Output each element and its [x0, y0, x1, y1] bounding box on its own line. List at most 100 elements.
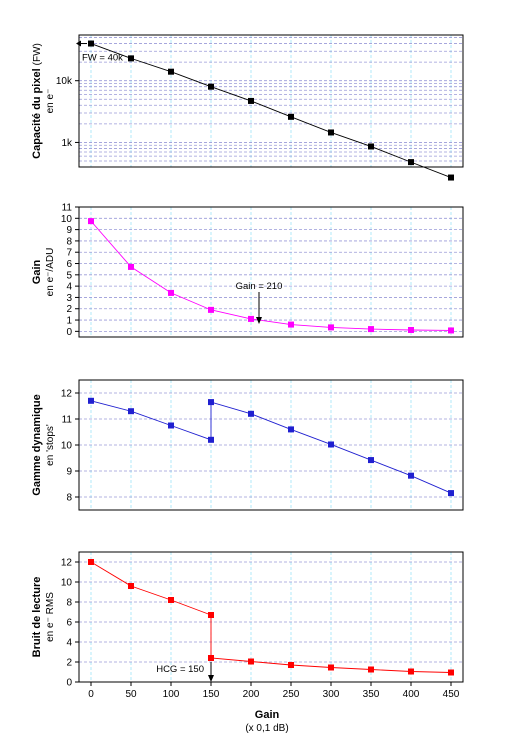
y-tick-label: 10	[61, 214, 73, 225]
y-axis-unit: en e⁻/ADU	[45, 248, 56, 297]
y-tick-label: 3	[66, 293, 72, 304]
x-tick-label: 400	[403, 689, 420, 700]
data-point	[128, 583, 134, 589]
y-tick-label: 9	[66, 225, 72, 236]
series-line	[90, 400, 452, 494]
y-tick-label: 12	[61, 389, 73, 400]
plot-frame	[78, 34, 464, 168]
data-point	[368, 666, 374, 673]
y-tick-label: 6	[66, 259, 72, 270]
data-point	[288, 113, 294, 120]
data-point	[208, 436, 214, 443]
y-tick-label: 4	[66, 282, 72, 293]
y-axis-unit: en 'stops'	[45, 424, 56, 466]
y-tick-label: 8	[66, 493, 72, 504]
series-line	[90, 43, 452, 178]
y-axis-unit: en e⁻ RMS	[45, 592, 56, 642]
y-tick-label: 11	[62, 203, 73, 214]
y-tick-label: 4	[66, 638, 72, 649]
y-tick-label: 11	[62, 415, 73, 426]
data-point	[328, 324, 334, 331]
data-point	[208, 655, 214, 661]
data-point	[88, 559, 94, 565]
y-tick-label: 10	[61, 441, 73, 452]
y-axis-label: Capacité du pixel(FW)	[31, 43, 43, 159]
y-axis-label: Gain	[31, 259, 43, 284]
data-point	[288, 662, 294, 668]
y-axis-unit: en e⁻	[45, 89, 56, 114]
data-point	[208, 83, 214, 90]
arrow-head	[208, 675, 214, 682]
plot-frame	[78, 551, 464, 683]
x-tick-label: 300	[323, 689, 340, 700]
data-point	[248, 658, 254, 665]
panel-3: 8 9 10 11 12 Gamme dynamique en 'stops'	[31, 379, 464, 511]
data-point	[88, 40, 94, 47]
data-point	[448, 327, 454, 334]
series-line	[90, 561, 452, 673]
data-point	[88, 397, 94, 404]
y-tick-label: 9	[66, 467, 72, 478]
data-point	[128, 55, 134, 62]
plot-frame	[78, 206, 464, 338]
x-tick-label: 250	[283, 689, 300, 700]
x-axis-label: Gain	[255, 709, 280, 721]
y-tick-label: 7	[66, 248, 72, 259]
data-point	[408, 326, 414, 333]
x-tick-label: 50	[125, 689, 137, 700]
y-axis-label: Gamme dynamique	[31, 394, 43, 495]
data-point	[408, 159, 414, 166]
data-point	[448, 490, 454, 497]
data-point	[128, 408, 134, 415]
data-point	[248, 315, 254, 322]
y-tick-label: 5	[66, 270, 72, 281]
y-tick-label: 0	[66, 678, 72, 689]
y-tick-label: 0	[66, 327, 72, 338]
annotation-text: FW = 40k	[82, 53, 123, 64]
panels: 1k 10k Capacité du pixel(FW)en e⁻ FW = 40k 0…	[31, 34, 464, 689]
series-line	[90, 220, 452, 331]
y-tick-label: 10k	[56, 76, 73, 87]
annotation-text: Gain = 210	[236, 281, 283, 292]
data-point	[208, 612, 214, 618]
data-point	[368, 457, 374, 464]
y-tick-label: 2	[66, 304, 72, 315]
data-point	[168, 597, 174, 603]
data-point	[408, 472, 414, 479]
x-tick-label: 200	[243, 689, 260, 700]
data-point	[448, 174, 454, 181]
data-point	[368, 143, 374, 150]
x-tick-label: 0	[88, 689, 94, 700]
x-tick-label: 100	[163, 689, 180, 700]
panel-4: 0 2 4 6 8 10 12 Bruit de lecture en e⁻ RMS HCG = …	[31, 551, 464, 689]
y-tick-label: 1	[66, 316, 72, 327]
data-point	[168, 422, 174, 429]
x-tick-label: 350	[363, 689, 380, 700]
x-axis-ticks: 0 50 100 150 200 250 300 350 400 450	[88, 682, 460, 700]
y-tick-label: 1k	[61, 138, 73, 149]
data-point	[368, 326, 374, 333]
data-point	[328, 129, 334, 136]
x-tick-label: 450	[443, 689, 460, 700]
data-point	[168, 68, 174, 75]
data-point	[208, 306, 214, 313]
y-tick-label: 8	[66, 598, 72, 609]
y-axis-label: Bruit de lecture	[31, 577, 43, 658]
x-axis-sublabel: (x 0,1 dB)	[245, 723, 288, 734]
arrow-head	[76, 40, 81, 47]
data-point	[408, 668, 414, 675]
panel-1: 1k 10k Capacité du pixel(FW)en e⁻ FW = 40k	[31, 34, 464, 181]
data-point	[288, 426, 294, 433]
data-point	[248, 410, 254, 417]
y-tick-label: 12	[61, 558, 73, 569]
data-point	[328, 441, 334, 448]
annotation-text: HCG = 150	[156, 664, 204, 675]
y-tick-label: 2	[66, 658, 72, 669]
arrow-head	[256, 317, 262, 324]
data-point	[328, 664, 334, 671]
data-point	[288, 321, 294, 328]
data-point	[128, 263, 134, 270]
x-tick-label: 150	[203, 689, 220, 700]
